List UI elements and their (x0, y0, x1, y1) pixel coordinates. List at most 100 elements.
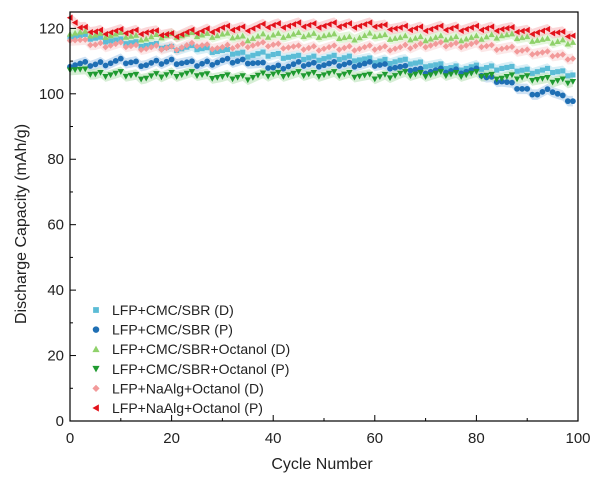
data-point (357, 57, 363, 63)
data-point (310, 69, 318, 76)
data-point (87, 32, 94, 39)
data-point (310, 30, 318, 36)
data-point (513, 76, 521, 83)
data-point (82, 66, 89, 73)
data-point (315, 47, 323, 54)
data-point (508, 30, 516, 37)
data-point (499, 65, 505, 72)
data-point (447, 71, 455, 78)
data-point (351, 74, 358, 81)
data-point (270, 21, 276, 29)
data-point (209, 49, 215, 55)
data-point (554, 38, 561, 45)
data-point (112, 40, 119, 48)
data-point (143, 29, 149, 36)
data-point (371, 23, 378, 30)
data-point (209, 28, 215, 36)
data-point (514, 86, 520, 92)
data-point (128, 40, 134, 46)
data-point (163, 44, 170, 52)
data-point (437, 32, 445, 39)
data-point (346, 69, 353, 76)
data-point (295, 19, 302, 26)
data-point (219, 24, 225, 31)
data-point (275, 50, 281, 57)
data-point (549, 30, 556, 37)
data-point (301, 56, 307, 63)
data-point (285, 72, 292, 79)
data-point (569, 55, 577, 62)
data-point (377, 62, 383, 68)
data-point (239, 32, 246, 39)
data-point (564, 80, 572, 87)
data-point (198, 27, 205, 35)
data-point (402, 41, 409, 49)
data-point (437, 69, 445, 75)
data-point (259, 20, 266, 28)
data-point (539, 67, 545, 73)
data-point (143, 75, 150, 82)
data-point (82, 27, 89, 34)
data-point (117, 25, 124, 33)
data-point (137, 30, 144, 38)
data-point (534, 37, 541, 43)
data-point (71, 37, 79, 44)
data-point (549, 89, 556, 96)
data-point (102, 30, 109, 38)
data-point (275, 40, 282, 47)
data-point (203, 41, 211, 48)
data-point (295, 42, 302, 49)
data-point (438, 61, 444, 67)
data-point (153, 57, 160, 64)
data-point (478, 66, 485, 72)
data-point (529, 38, 536, 44)
data-point (290, 61, 297, 68)
data-point (423, 64, 429, 70)
data-point (559, 76, 566, 83)
data-point (158, 74, 165, 81)
data-point (280, 24, 286, 31)
y-tick-label: 20 (47, 348, 64, 365)
data-point (102, 43, 109, 51)
data-point (203, 71, 211, 78)
data-point (544, 48, 551, 55)
data-point (412, 25, 418, 32)
data-point (280, 65, 287, 72)
data-point (132, 26, 139, 34)
data-point (245, 54, 251, 60)
data-point (163, 72, 170, 79)
data-point (112, 70, 119, 77)
data-point (295, 29, 302, 36)
data-point (97, 30, 104, 36)
data-point (259, 30, 267, 37)
data-point (229, 45, 236, 52)
data-point (331, 52, 337, 58)
data-point (356, 34, 363, 41)
data-point (498, 78, 505, 85)
data-point (254, 23, 261, 30)
data-point (249, 42, 257, 49)
data-point (264, 73, 272, 80)
legend-marker (92, 345, 100, 353)
data-point (361, 43, 368, 51)
data-point (468, 70, 475, 77)
data-point (362, 56, 368, 62)
data-point (489, 63, 495, 69)
data-point (137, 46, 145, 53)
data-point (341, 21, 347, 29)
data-point (97, 69, 104, 76)
data-point (554, 29, 561, 36)
data-point (452, 69, 460, 76)
data-point (285, 54, 291, 60)
data-point (173, 46, 180, 53)
data-point (463, 65, 469, 72)
data-point (249, 25, 256, 32)
data-point (153, 27, 159, 34)
data-point (473, 69, 480, 75)
data-point (539, 27, 545, 35)
data-point (493, 27, 500, 35)
data-point (330, 42, 338, 49)
data-point (457, 43, 465, 51)
